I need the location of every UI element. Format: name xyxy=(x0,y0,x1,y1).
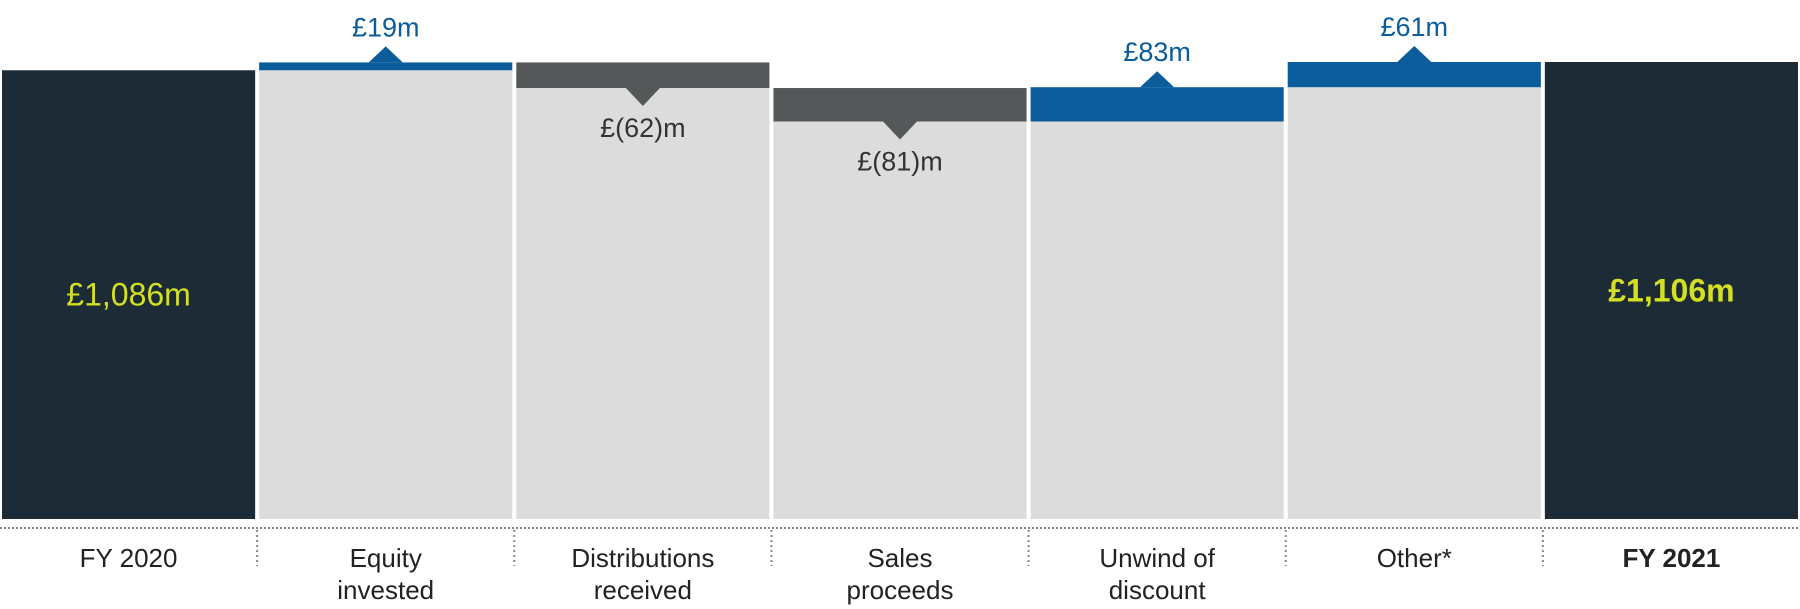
column-background xyxy=(773,121,1027,519)
value-label: £83m xyxy=(1123,37,1191,67)
category-label: FY 2021 xyxy=(1622,543,1721,573)
marker xyxy=(1140,71,1175,88)
value-label: £(62)m xyxy=(600,113,686,143)
decrease-bar xyxy=(516,62,770,89)
category-label: Sales proceeds xyxy=(846,543,954,605)
total-bar xyxy=(1544,62,1798,519)
value-label: £61m xyxy=(1381,12,1449,42)
marker xyxy=(883,121,917,140)
column-background xyxy=(1287,87,1541,519)
value-label: £19m xyxy=(352,12,420,42)
column-background xyxy=(259,70,513,520)
category-label: Distributions received xyxy=(571,543,715,605)
category-label: Other* xyxy=(1376,543,1452,573)
marker xyxy=(368,46,403,63)
value-label: £(81)m xyxy=(857,147,943,177)
total-label: £1,086m xyxy=(66,277,191,313)
total-bar xyxy=(2,70,256,520)
marker xyxy=(625,88,660,107)
increase-bar xyxy=(1287,62,1541,88)
column-background xyxy=(516,88,770,519)
category-label: Equity invested xyxy=(337,543,435,605)
column-background xyxy=(1030,121,1284,519)
category-label: FY 2020 xyxy=(79,543,178,573)
increase-bar xyxy=(259,62,513,71)
category-label: Unwind of discount xyxy=(1099,543,1215,605)
total-label: £1,106m xyxy=(1608,273,1734,309)
decrease-bar xyxy=(773,88,1027,122)
increase-bar xyxy=(1030,87,1284,122)
marker xyxy=(1397,46,1432,62)
